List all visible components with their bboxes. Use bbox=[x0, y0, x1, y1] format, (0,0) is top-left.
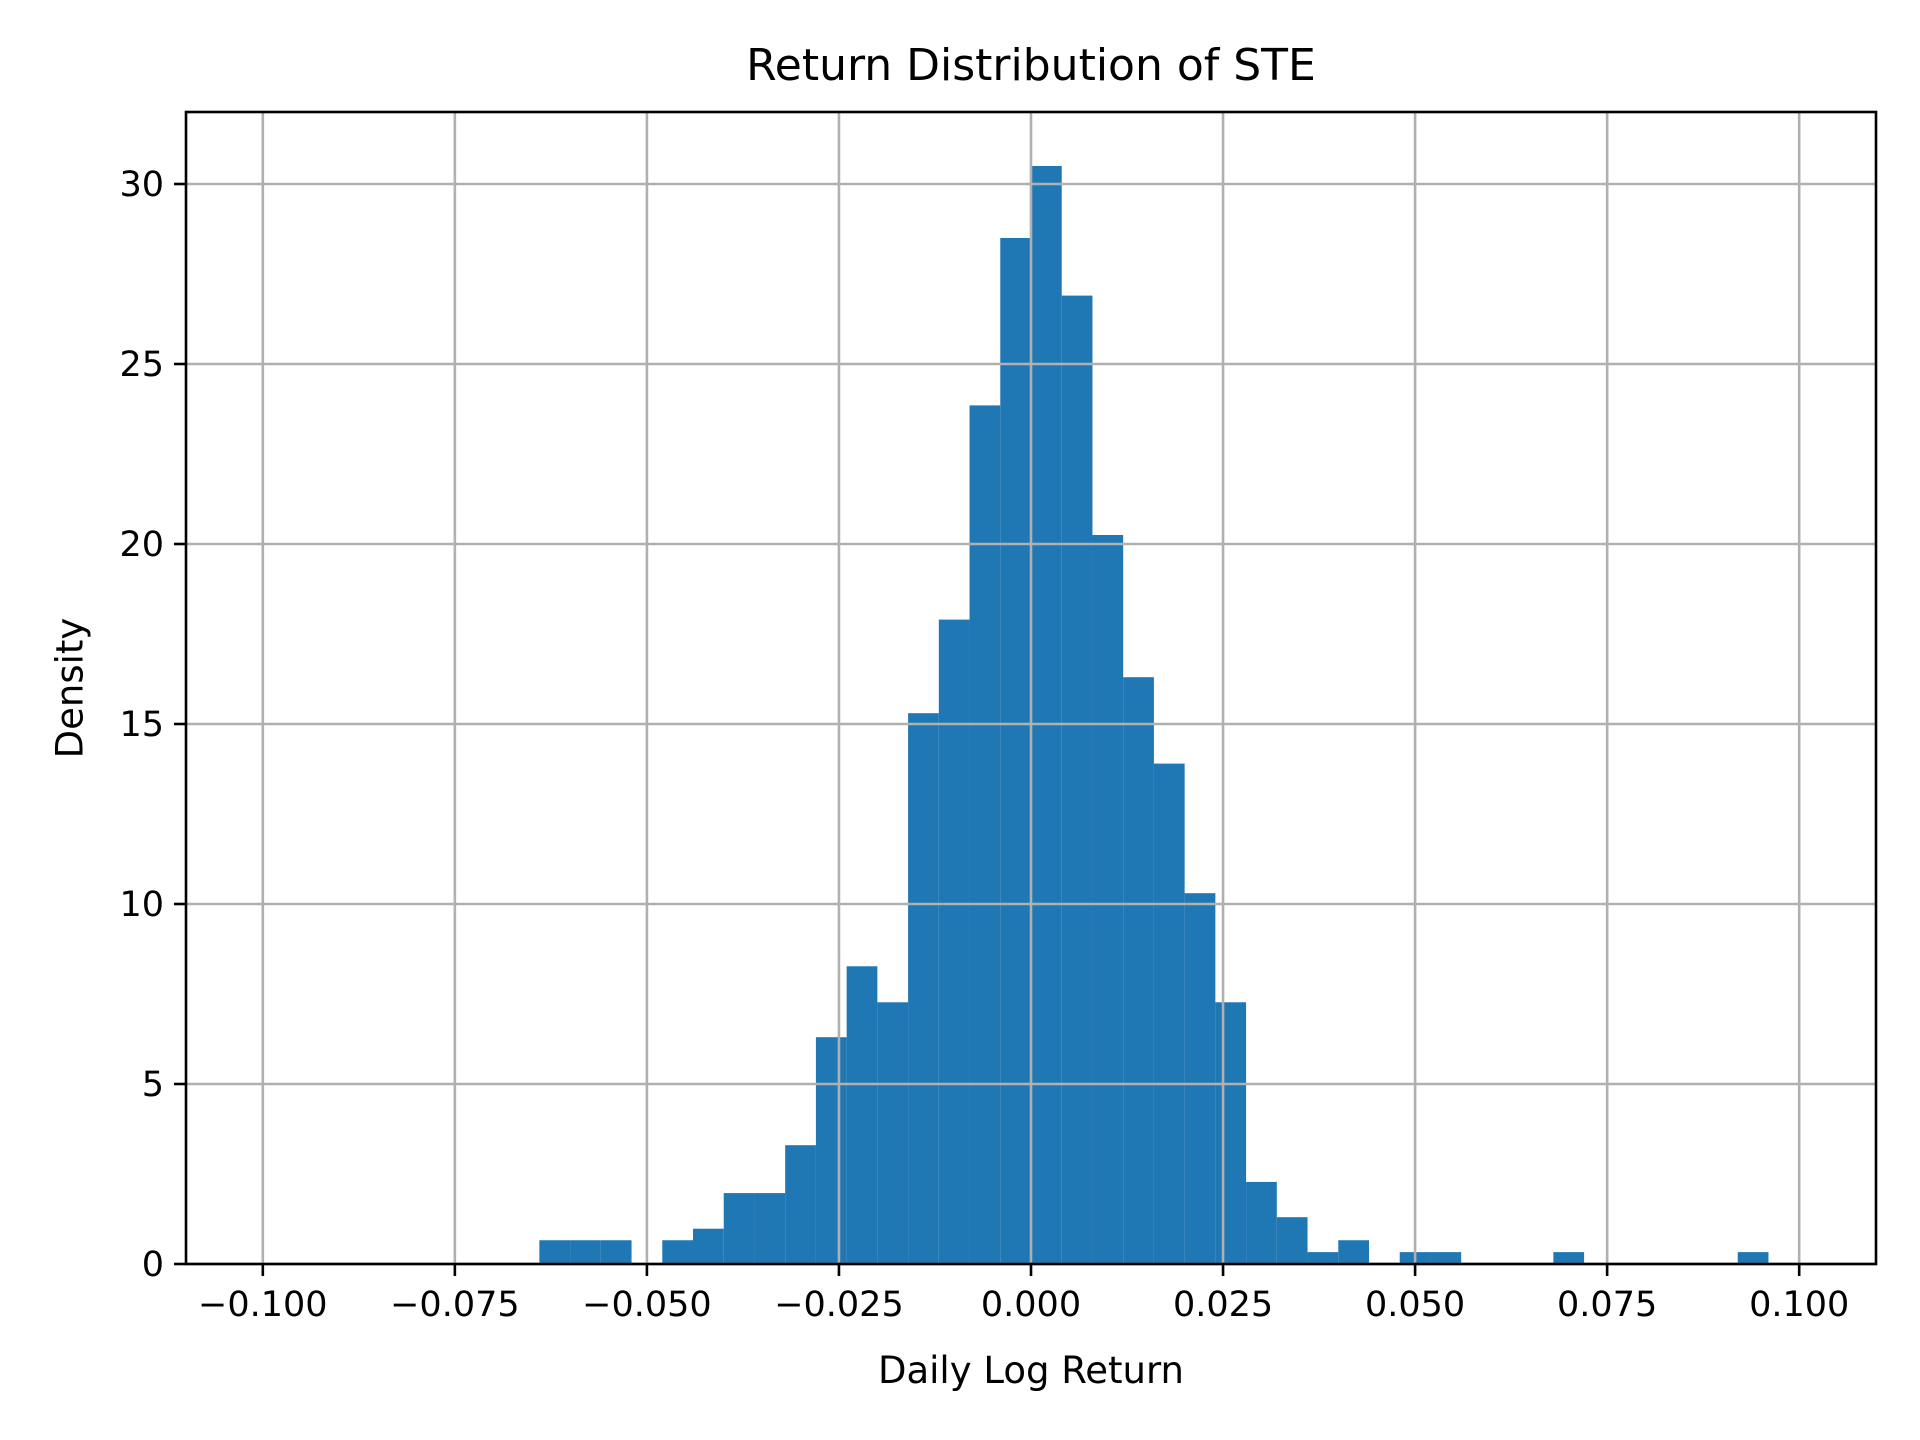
y-tick-label: 5 bbox=[142, 1065, 164, 1105]
histogram-bar bbox=[1215, 1002, 1247, 1264]
x-tick-label: 0.025 bbox=[1173, 1285, 1273, 1325]
y-axis-ticks: 0 5 10 15 20 25 30 bbox=[119, 165, 186, 1285]
x-axis-ticks: −0.100 −0.075 −0.050 −0.025 0.000 0.025 0.050 0… bbox=[198, 1264, 1849, 1325]
histogram-bar bbox=[1031, 166, 1062, 1264]
histogram-bar bbox=[1276, 1217, 1308, 1264]
x-tick-label: 0.100 bbox=[1749, 1285, 1849, 1325]
histogram-bar bbox=[969, 405, 1001, 1264]
y-tick-label: 10 bbox=[119, 885, 164, 925]
histogram-bar bbox=[1430, 1252, 1462, 1264]
histogram-bar bbox=[1153, 763, 1185, 1264]
histogram-bar bbox=[1737, 1252, 1769, 1264]
histogram-bar bbox=[723, 1193, 755, 1264]
x-tick-label: −0.100 bbox=[198, 1285, 328, 1325]
x-tick-label: −0.050 bbox=[582, 1285, 712, 1325]
histogram-bar bbox=[1061, 295, 1093, 1265]
histogram-bar bbox=[815, 1037, 847, 1264]
y-tick-label: 25 bbox=[119, 345, 164, 385]
histogram-bar bbox=[570, 1240, 601, 1264]
histogram-bar bbox=[1553, 1252, 1585, 1264]
histogram-bar bbox=[908, 713, 939, 1264]
histogram-bar bbox=[1338, 1240, 1369, 1264]
histogram-bar bbox=[1246, 1181, 1277, 1264]
y-tick-label: 0 bbox=[142, 1245, 164, 1285]
histogram-bar bbox=[662, 1240, 693, 1264]
x-tick-label: −0.025 bbox=[774, 1285, 904, 1325]
x-axis-label: Daily Log Return bbox=[877, 1349, 1184, 1392]
histogram-bar bbox=[754, 1193, 786, 1264]
chart-title: Return Distribution of STE bbox=[746, 40, 1316, 91]
histogram-bar bbox=[600, 1240, 632, 1264]
x-tick-label: −0.075 bbox=[390, 1285, 520, 1325]
x-tick-label: 0.050 bbox=[1365, 1285, 1465, 1325]
y-tick-label: 30 bbox=[119, 165, 164, 205]
histogram-bar bbox=[1184, 893, 1216, 1264]
histogram-bar bbox=[1123, 677, 1154, 1264]
histogram-bar bbox=[785, 1145, 816, 1264]
histogram-bar bbox=[846, 966, 878, 1264]
x-tick-label: 0.075 bbox=[1557, 1285, 1657, 1325]
histogram-bar bbox=[1307, 1252, 1339, 1264]
histogram-bar bbox=[938, 619, 970, 1264]
y-tick-label: 15 bbox=[119, 705, 164, 745]
grid-lines-overlay bbox=[186, 112, 1876, 1266]
histogram-bars bbox=[539, 166, 1769, 1265]
y-tick-label: 20 bbox=[119, 525, 164, 565]
histogram-bar bbox=[1000, 238, 1031, 1264]
x-tick-label: 0.000 bbox=[981, 1285, 1081, 1325]
histogram-bar bbox=[1092, 535, 1124, 1264]
histogram-bar bbox=[539, 1240, 571, 1264]
histogram-bar bbox=[693, 1228, 724, 1264]
y-axis-label: Density bbox=[48, 617, 92, 759]
histogram-bar bbox=[877, 1002, 909, 1264]
